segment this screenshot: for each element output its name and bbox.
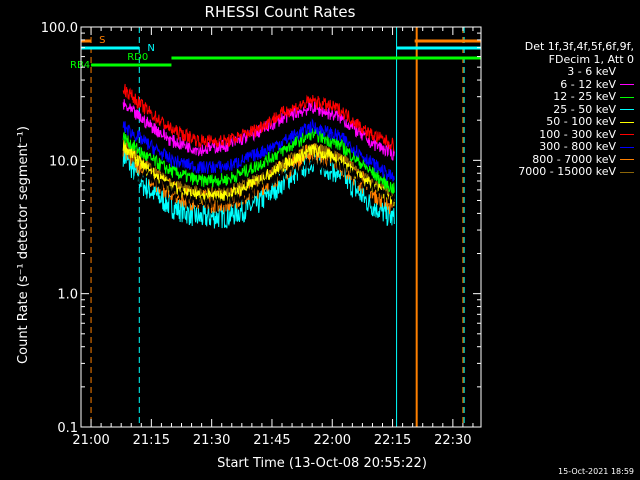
x-tick-label: 22:15 (374, 433, 411, 448)
legend-swatch (620, 146, 634, 148)
legend-swatch (620, 134, 634, 136)
legend-entry: 12 - 25 keV (484, 90, 634, 104)
legend-entry-label: 12 - 25 keV (553, 90, 616, 103)
series-line-3-6kev (122, 157, 395, 208)
legend-entry: 100 - 300 keV (484, 127, 634, 142)
legend-header-line-2: FDecim 1, Att 0 (548, 52, 634, 66)
legend-entry-label: 3 - 6 keV (567, 65, 616, 78)
x-axis-label: Start Time (13-Oct-08 20:55:22) (217, 456, 427, 471)
legend-entry: 300 - 800 keV (484, 140, 634, 154)
chart-title: RHESSI Count Rates (205, 3, 356, 21)
legend-swatch (620, 171, 634, 173)
legend-swatch (620, 71, 634, 73)
legend-entry: 800 - 7000 keV (484, 152, 634, 167)
legend-entry-label: 7000 - 15000 keV (518, 165, 616, 178)
legend-swatch (620, 84, 634, 86)
series-line-100-300kev (122, 83, 395, 152)
x-tick-label: 21:45 (253, 433, 290, 448)
y-tick-label: 0.1 (57, 421, 78, 436)
legend-entry-label: 300 - 800 keV (539, 140, 616, 153)
legend-entry: 7000 - 15000 keV (484, 165, 634, 179)
render-timestamp: 15-Oct-2021 18:59 (558, 467, 634, 476)
annotation-n-label: N (147, 43, 154, 54)
series-line-800-7000kev (122, 138, 395, 214)
x-tick-label: 21:15 (133, 433, 170, 448)
series-line-12-25kev (122, 127, 395, 195)
annotation-s-label: S (99, 35, 105, 46)
legend-swatch (620, 121, 634, 123)
x-tick-label: 21:00 (72, 433, 109, 448)
legend-swatch (620, 96, 634, 98)
legend: Det 1f,3f,4f,5f,6f,9f, FDecim 1, Att 0 3… (484, 40, 634, 179)
x-tick-label: 22:00 (314, 433, 351, 448)
legend-entry-label: 100 - 300 keV (539, 127, 616, 141)
x-tick-label: 21:30 (193, 433, 230, 448)
legend-entries: 3 - 6 keV 6 - 12 keV 12 - 25 keV 25 - 50 ke… (484, 65, 634, 179)
legend-entry-label: 6 - 12 keV (560, 77, 616, 91)
series-line-6-12kev (122, 99, 395, 161)
plot-frame (80, 26, 482, 428)
y-tick-label: 10.0 (49, 154, 78, 169)
series-line-300-800kev (122, 118, 395, 182)
y-tick-label: 1.0 (57, 288, 78, 303)
legend-entry-label: 50 - 100 keV (546, 115, 616, 128)
legend-entry: 6 - 12 keV (484, 77, 634, 92)
legend-swatch (620, 109, 634, 111)
y-tick-label: 100.0 (41, 21, 78, 36)
annotation-rb4-label: RB4 (70, 60, 90, 71)
legend-entry: 3 - 6 keV (484, 65, 634, 79)
legend-entry: 50 - 100 keV (484, 115, 634, 129)
legend-header-line-1: Det 1f,3f,4f,5f,6f,9f, (524, 40, 634, 53)
legend-entry: 25 - 50 keV (484, 102, 634, 117)
legend-entry-label: 25 - 50 keV (553, 102, 616, 116)
legend-swatch (620, 159, 634, 161)
y-axis-label: Count Rate (s⁻¹ detector segment⁻¹) (16, 126, 31, 364)
annotation-rd0-label: RD0 (127, 52, 148, 63)
legend-entry-label: 800 - 7000 keV (532, 152, 616, 166)
x-tick-label: 22:30 (434, 433, 471, 448)
